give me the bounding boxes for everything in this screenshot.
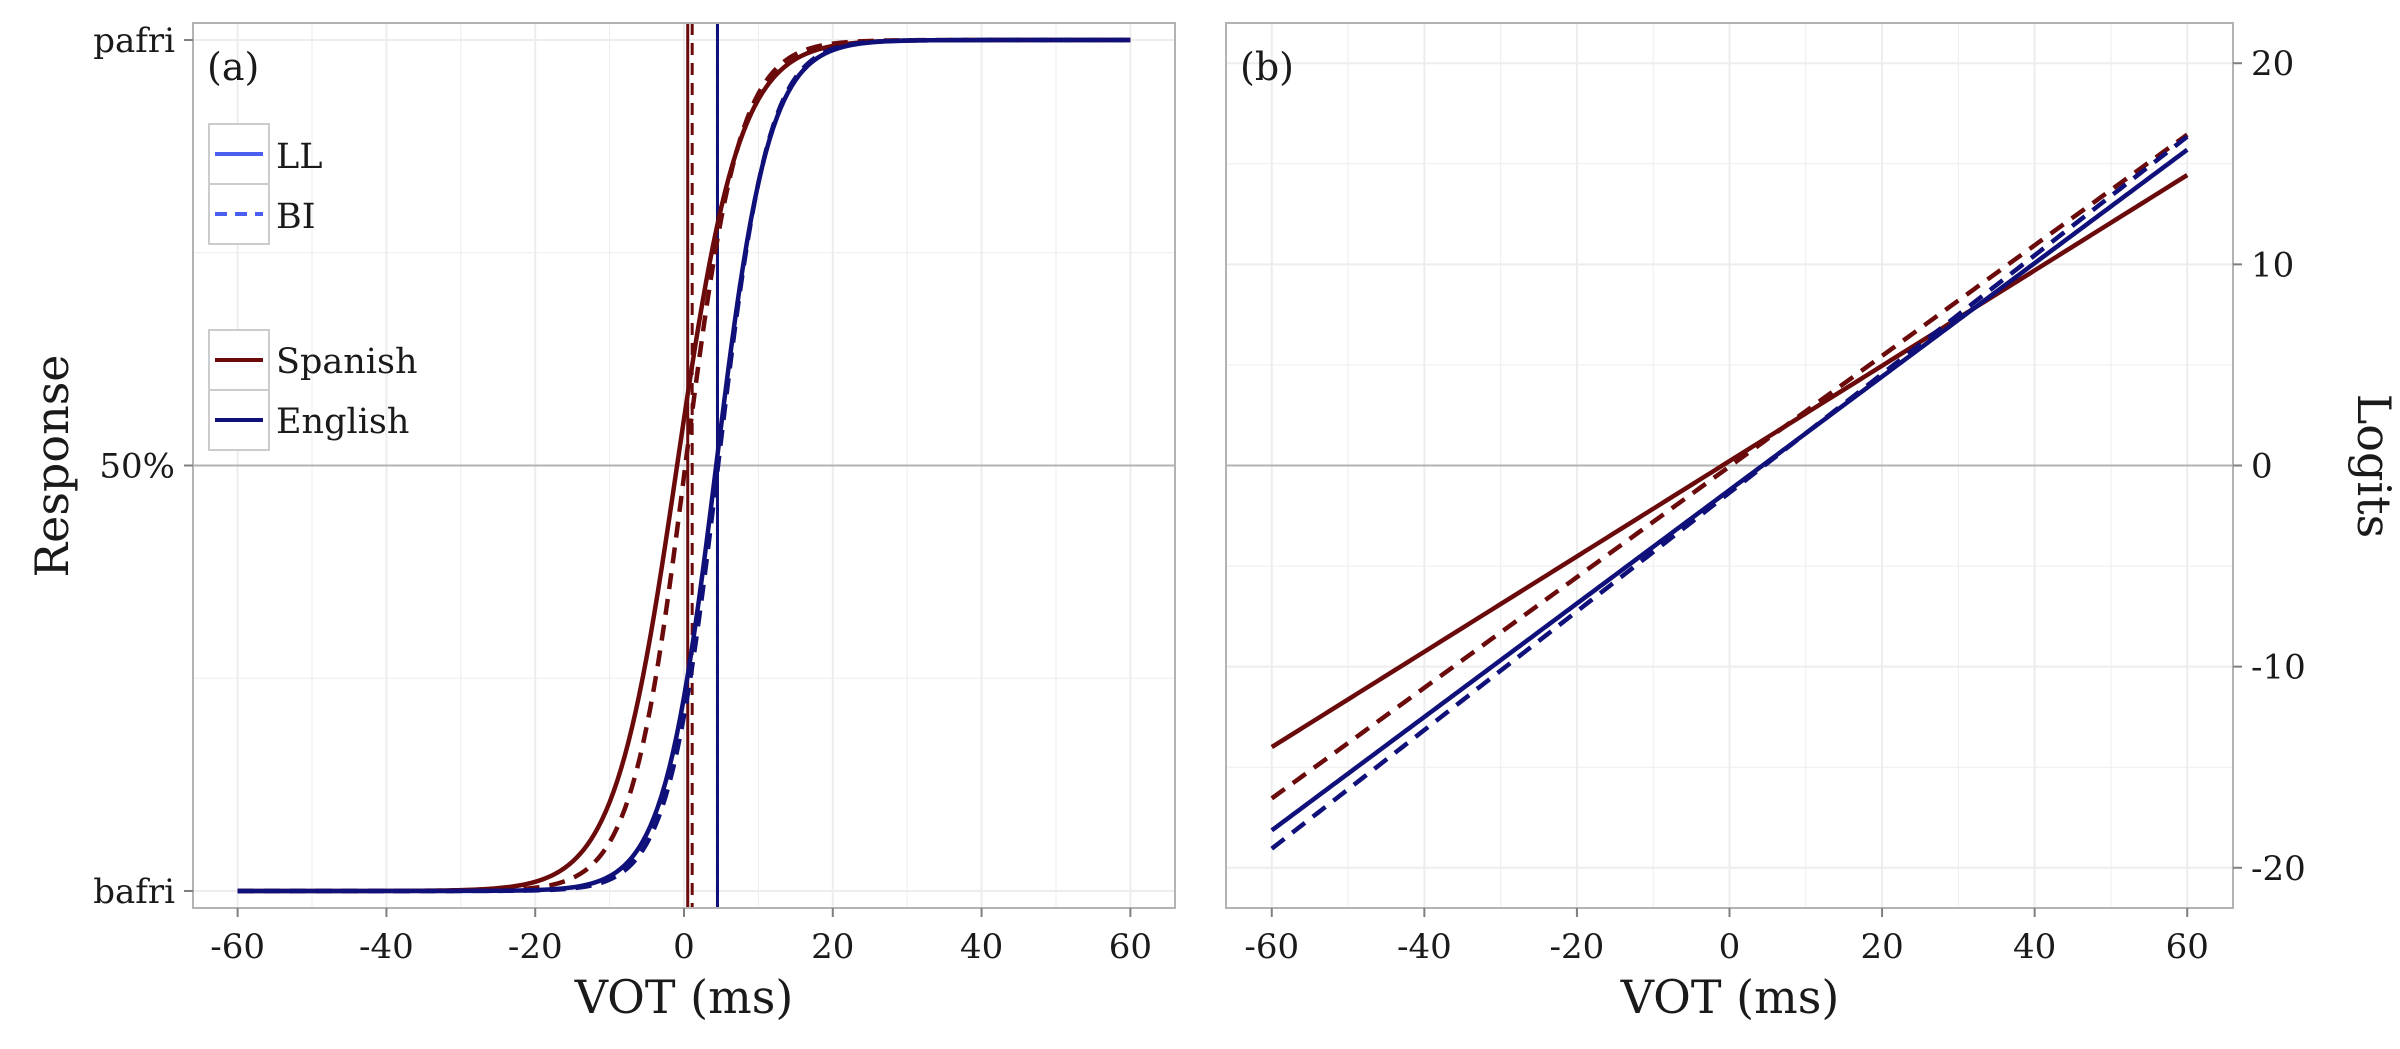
curve-spanish-ll — [1270, 173, 2189, 749]
y-tick-label: bafri — [93, 872, 175, 912]
panel-a-curves — [237, 37, 1131, 894]
panel-b-x-axis-title: VOT (ms) — [1620, 970, 1840, 1024]
x-tick-label: -60 — [1244, 927, 1299, 967]
curve-spanish-bi — [237, 37, 1131, 894]
x-tick-label: 60 — [2166, 927, 2209, 967]
x-tick-label: -20 — [1550, 927, 1605, 967]
x-tick-label: -60 — [210, 927, 265, 967]
y-tick-label: -20 — [2251, 849, 2306, 889]
legend-method-group: LL BI — [208, 123, 322, 245]
x-tick-label: -20 — [508, 927, 563, 967]
legend-label-ll: LL — [276, 137, 322, 177]
panel-b-curves — [1270, 132, 2189, 851]
x-tick-label: 60 — [1109, 927, 1152, 967]
x-tick-label: 20 — [1860, 927, 1903, 967]
y-tick-label: pafri — [93, 21, 175, 61]
panel-b-x-axis: -60 -40 -20 0 20 40 60 — [1244, 908, 2209, 967]
x-tick-label: 20 — [811, 927, 854, 967]
x-tick-label: -40 — [1397, 927, 1452, 967]
curve-spanish-bi — [1270, 132, 2189, 801]
panel-b: -60 -40 -20 0 20 40 60 -20 -10 0 10 20 (b) VOT (ms… — [1225, 22, 2400, 1024]
x-tick-label: 40 — [960, 927, 1003, 967]
y-tick-label: -10 — [2251, 648, 2306, 688]
curve-english-bi — [1270, 134, 2189, 851]
legend-language-group: Spanish English — [208, 329, 418, 451]
legend-label-english: English — [276, 402, 409, 442]
legend-label-bi: BI — [276, 197, 316, 237]
x-tick-label: -40 — [359, 927, 414, 967]
legend-label-spanish: Spanish — [276, 342, 418, 382]
panel-a-y-axis: bafri 50% pafri — [93, 21, 193, 912]
y-tick-label: 20 — [2251, 44, 2294, 84]
panel-a-x-axis: -60 -40 -20 0 20 40 60 — [210, 908, 1152, 967]
panel-b-y-axis: -20 -10 0 10 20 — [2233, 44, 2306, 889]
panel-a-label: (a) — [207, 45, 259, 89]
x-tick-label: 0 — [673, 927, 695, 967]
panel-b-label: (b) — [1240, 45, 1294, 89]
panel-a-y-axis-title: Response — [25, 354, 79, 577]
panel-a-x-axis-title: VOT (ms) — [574, 970, 794, 1024]
legend: LL BI Spanish English — [208, 123, 418, 451]
panel-a: -60 -40 -20 0 20 40 60 bafri 50% pafri (a) VOT (… — [25, 21, 1176, 1024]
x-tick-label: 0 — [1719, 927, 1741, 967]
y-tick-label: 0 — [2251, 447, 2273, 487]
y-tick-label: 10 — [2251, 245, 2294, 285]
y-tick-label: 50% — [99, 447, 175, 487]
x-tick-label: 40 — [2013, 927, 2056, 967]
curve-english-bi — [237, 37, 1131, 894]
panel-b-y-axis-title: Logits — [2347, 394, 2400, 539]
